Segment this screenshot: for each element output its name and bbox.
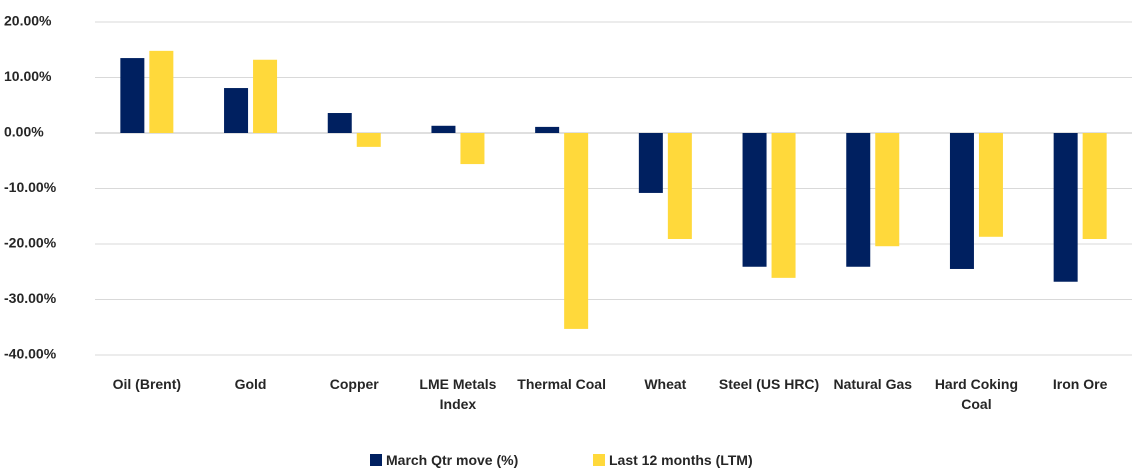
bar xyxy=(1053,133,1078,282)
x-tick-label: Iron Ore xyxy=(1052,376,1108,392)
bar xyxy=(978,133,1003,237)
legend-item: Last 12 months (LTM) xyxy=(593,452,753,468)
bar xyxy=(327,113,352,133)
bar xyxy=(564,133,589,329)
x-tick-label: Copper xyxy=(329,376,379,392)
x-tick-label: Oil (Brent) xyxy=(112,376,182,392)
x-tick-label: LME Metals Index xyxy=(419,376,497,412)
y-tick-label: -10.00% xyxy=(4,179,57,195)
bar xyxy=(667,133,692,240)
bar xyxy=(356,133,381,147)
legend-swatch xyxy=(370,454,382,466)
bar xyxy=(875,133,900,247)
bar xyxy=(846,133,871,267)
y-tick-label: -40.00% xyxy=(4,346,57,362)
legend-label: March Qtr move (%) xyxy=(386,452,519,468)
y-tick-label: 0.00% xyxy=(4,124,44,140)
y-tick-label: -30.00% xyxy=(4,290,57,306)
y-tick-label: 10.00% xyxy=(4,68,52,84)
legend-item: March Qtr move (%) xyxy=(370,452,518,468)
x-tick-label: Thermal Coal xyxy=(517,376,606,392)
bar xyxy=(224,88,249,133)
bar xyxy=(535,126,560,133)
x-tick-label: Natural Gas xyxy=(833,376,913,392)
y-tick-label: 20.00% xyxy=(4,13,52,29)
x-tick-label: Hard Coking Coal xyxy=(934,376,1019,412)
bar xyxy=(1082,133,1107,240)
bar xyxy=(771,133,796,278)
y-tick-label: -20.00% xyxy=(4,235,57,251)
x-tick-label: Wheat xyxy=(644,376,687,392)
bar xyxy=(949,133,974,269)
bar xyxy=(742,133,767,267)
x-tick-label: Gold xyxy=(234,376,267,392)
bar xyxy=(460,133,485,165)
bar xyxy=(431,125,456,133)
bar xyxy=(149,50,174,133)
x-tick-label: Steel (US HRC) xyxy=(718,376,820,392)
legend-swatch xyxy=(593,454,605,466)
bar xyxy=(120,58,145,134)
bar xyxy=(253,59,278,133)
bar xyxy=(638,133,663,193)
legend-label: Last 12 months (LTM) xyxy=(609,452,753,468)
